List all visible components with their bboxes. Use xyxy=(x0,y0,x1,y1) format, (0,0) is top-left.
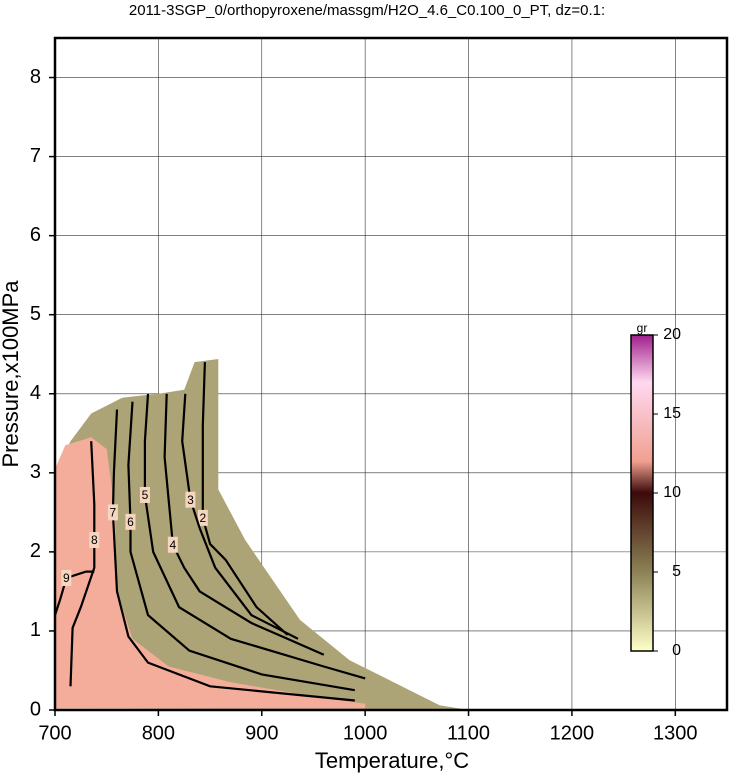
chart-title: 2011-3SGP_0/orthopyroxene/massgm/H2O_4.6… xyxy=(129,2,605,19)
colorbar xyxy=(630,334,654,652)
y-axis-label: Pressure,x100MPa xyxy=(0,280,23,468)
x-tick-label: 1100 xyxy=(447,722,490,744)
contour-line xyxy=(127,401,355,692)
x-tick-label: 1200 xyxy=(550,722,595,744)
region xyxy=(55,359,469,710)
x-tick-label: 800 xyxy=(142,722,175,744)
contour-label: 8 xyxy=(91,533,98,547)
plot-frame xyxy=(53,36,729,712)
y-tick-label: 8 xyxy=(30,66,41,88)
colorbar-tick-label: 10 xyxy=(663,484,681,501)
x-axis-label: Temperature,°C xyxy=(315,748,469,773)
colorbar-tick-label: 0 xyxy=(672,642,681,659)
y-tick-label: 3 xyxy=(30,461,41,483)
contour-label: 5 xyxy=(142,488,149,502)
x-tick-label: 700 xyxy=(38,722,71,744)
y-tick-label: 5 xyxy=(30,303,41,325)
y-tick-label: 7 xyxy=(30,145,41,167)
y-tick-label: 0 xyxy=(30,698,41,720)
contour-line xyxy=(69,441,96,687)
x-tick-label: 900 xyxy=(245,722,278,744)
y-tick-label: 1 xyxy=(30,619,41,641)
contour-line xyxy=(163,393,325,656)
colorbar-label: gr xyxy=(637,321,648,335)
contour-label: 6 xyxy=(127,515,134,529)
contour-line xyxy=(143,393,366,680)
contour-line xyxy=(201,362,289,636)
colorbar-tick-label: 15 xyxy=(663,405,681,422)
contour-label: 7 xyxy=(110,506,117,520)
contour-line xyxy=(181,393,299,640)
x-tick-label: 1300 xyxy=(653,722,698,744)
contour-label: 9 xyxy=(63,571,70,585)
x-tick-label: 1000 xyxy=(343,722,388,744)
contour-label: 2 xyxy=(199,511,206,525)
y-tick-label: 6 xyxy=(30,224,41,246)
colorbar-tick-label: 5 xyxy=(672,563,681,580)
contour-line xyxy=(111,409,355,702)
y-tick-label: 2 xyxy=(30,540,41,562)
colorbar-tick-label: 20 xyxy=(663,326,681,343)
y-tick-label: 4 xyxy=(30,382,41,404)
contour-label: 4 xyxy=(170,538,177,552)
contour-label: 3 xyxy=(187,493,194,507)
